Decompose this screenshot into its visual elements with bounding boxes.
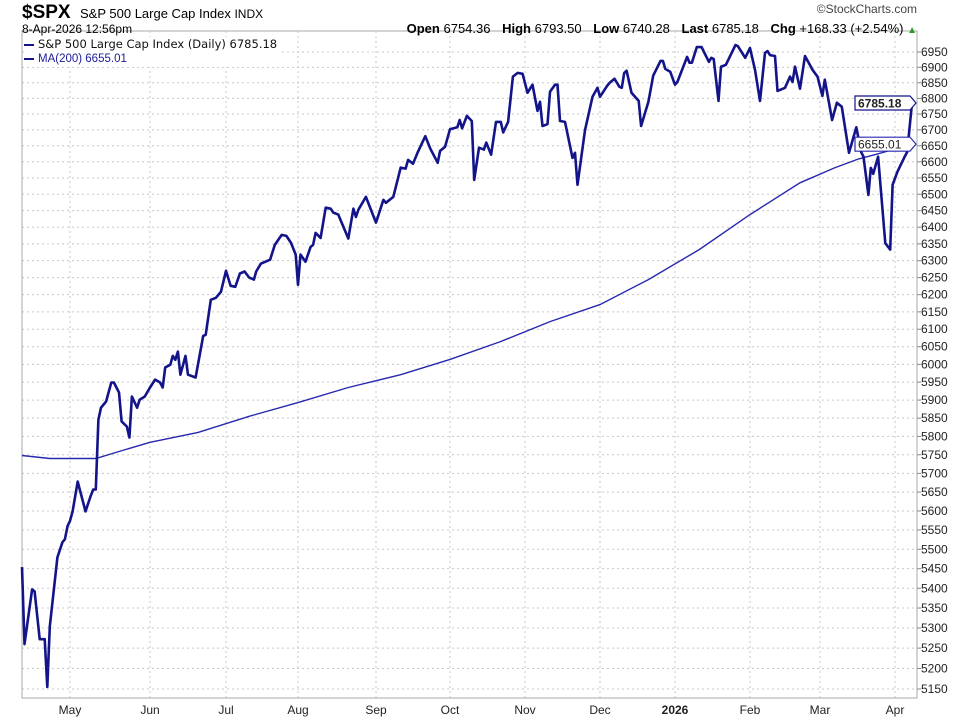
y-tick-label: 6300 — [921, 254, 948, 268]
index-name: S&P 500 Large Cap Index — [80, 6, 231, 21]
y-tick-label: 5250 — [921, 641, 948, 655]
copyright: ©StockCharts.com — [816, 2, 917, 16]
y-tick-label: 6950 — [921, 45, 948, 59]
x-tick-label: Sep — [365, 703, 387, 717]
y-tick-label: 5750 — [921, 448, 948, 462]
y-tick-label: 6650 — [921, 139, 948, 153]
y-tick-label: 5950 — [921, 375, 948, 389]
symbol: $SPX — [22, 2, 71, 23]
y-tick-label: 5200 — [921, 661, 948, 675]
y-tick-label: 5900 — [921, 393, 948, 407]
x-tick-label: Aug — [287, 703, 308, 717]
high-label: High — [502, 21, 531, 36]
y-tick-label: 5800 — [921, 429, 948, 443]
open-value: 6754.36 — [443, 21, 491, 36]
y-tick-label: 5550 — [921, 523, 948, 537]
y-tick-label: 6850 — [921, 76, 948, 90]
y-tick-label: 5350 — [921, 601, 948, 615]
y-tick-label: 6400 — [921, 220, 948, 234]
legend: S&P 500 Large Cap Index (Daily) 6785.18 … — [24, 37, 282, 67]
y-tick-label: 6100 — [921, 322, 948, 336]
y-tick-label: 6050 — [921, 340, 948, 354]
y-tick-label: 5650 — [921, 485, 948, 499]
value-tag-box — [854, 136, 917, 152]
open-label: Open — [406, 21, 440, 36]
x-tick-label: Dec — [589, 703, 610, 717]
y-tick-label: 5700 — [921, 466, 948, 480]
last-value-tags: 6785.18 6655.01 — [854, 95, 917, 152]
y-tick-label: 6900 — [921, 60, 948, 74]
y-tick-label: 6700 — [921, 123, 948, 137]
x-tick-label: Jun — [140, 703, 159, 717]
last-value: 6785.18 — [711, 21, 759, 36]
high-value: 6793.50 — [534, 21, 582, 36]
y-tick-label: 6250 — [921, 271, 948, 285]
x-tick-label: Jul — [218, 703, 233, 717]
triangle-up-icon: ▲ — [907, 25, 917, 36]
x-tick-label: 2026 — [662, 703, 689, 717]
y-tick-label: 6000 — [921, 357, 948, 371]
y-tick-label: 6200 — [921, 288, 948, 302]
price-swatch — [24, 43, 34, 46]
value-tag-label: 6785.18 — [858, 97, 902, 111]
y-tick-label: 5300 — [921, 621, 948, 635]
grid — [22, 31, 917, 698]
y-tick-label: 5600 — [921, 504, 948, 518]
x-tick-label: Nov — [514, 703, 535, 717]
y-tick-label: 6500 — [921, 187, 948, 201]
price-line — [20, 43, 914, 689]
x-tick-label: Apr — [886, 703, 905, 717]
low-label: Low — [593, 21, 620, 36]
y-tick-label: 6150 — [921, 305, 948, 319]
x-tick-label: Oct — [441, 703, 460, 717]
low-value: 6740.28 — [622, 21, 670, 36]
chg-value: +168.33 (+2.54%) — [799, 21, 904, 36]
y-tick-label: 5450 — [921, 562, 948, 576]
y-axis: 5150 5200 5250 5300 5350 5400 5450 5500 5550 5600… — [917, 45, 948, 696]
y-tick-label: 6750 — [921, 107, 948, 121]
x-axis: May Jun Jul Aug Sep Oct Nov Dec 2026 Feb Mar Apr — [59, 703, 905, 717]
y-tick-label: 5850 — [921, 411, 948, 425]
y-tick-label: 6350 — [921, 237, 948, 251]
legend-ma: MA(200) 6655.01 — [38, 53, 127, 65]
y-tick-label: 5400 — [921, 581, 948, 595]
legend-price: S&P 500 Large Cap Index (Daily) 6785.18 — [38, 37, 278, 51]
y-tick-label: 6800 — [921, 91, 948, 105]
ma200-line — [21, 143, 913, 460]
y-tick-label: 6600 — [921, 155, 948, 169]
x-tick-label: Mar — [810, 703, 831, 717]
ohlc-bar: Open 6754.36 High 6793.50 Low 6740.28 La… — [407, 21, 917, 36]
exchange: INDX — [234, 7, 264, 21]
y-tick-label: 5150 — [921, 682, 948, 696]
y-tick-label: 5500 — [921, 542, 948, 556]
value-tag-box — [854, 95, 917, 111]
y-tick-label: 6450 — [921, 204, 948, 218]
ma-swatch — [24, 57, 34, 60]
chg-label: Chg — [770, 21, 796, 36]
timestamp: 8-Apr-2026 12:56pm — [22, 22, 133, 36]
value-tag-label: 6655.01 — [858, 138, 902, 152]
y-tick-label: 6550 — [921, 171, 948, 185]
last-label: Last — [681, 21, 709, 36]
x-tick-label: May — [59, 703, 82, 717]
x-tick-label: Feb — [740, 703, 761, 717]
